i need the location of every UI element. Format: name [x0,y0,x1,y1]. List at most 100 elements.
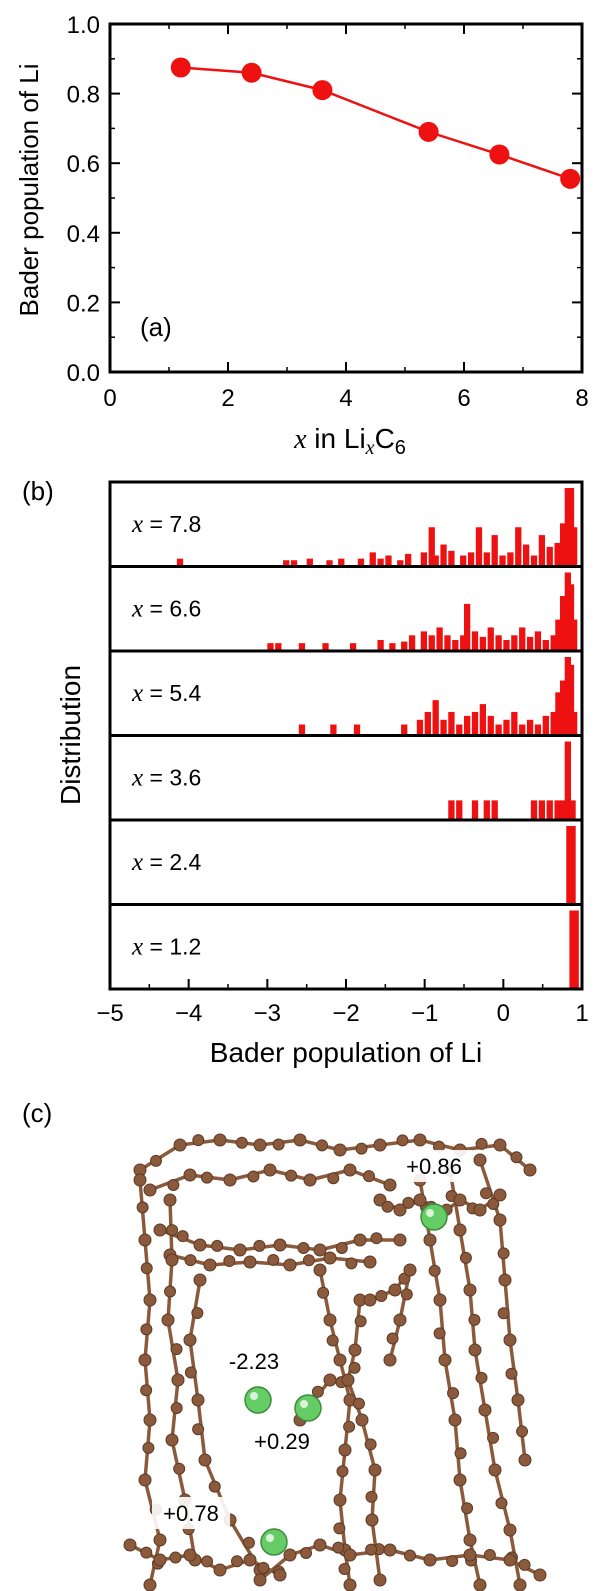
carbon-atom [203,1258,217,1272]
carbon-atom [513,1578,527,1591]
lithium-atom [420,1203,448,1231]
carbon-atom [488,1463,502,1477]
y-tick-label: 0.6 [67,151,100,178]
carbon-atom [283,1258,297,1272]
carbon-atom [487,1431,500,1444]
carbon-atom [368,1463,382,1477]
carbon-atom [468,1343,482,1357]
carbon-atom [510,1151,523,1164]
carbon-atom [191,1393,205,1407]
panel-a-label: (a) [140,312,172,342]
carbon-atom [198,1453,212,1467]
series-label: x = 5.4 [131,680,202,707]
histogram-bar [495,635,502,651]
carbon-atom [343,1578,357,1591]
histogram-row: x = 7.8 [108,480,584,568]
carbon-atom [503,1333,517,1347]
carbon-atom [423,1553,437,1567]
carbon-atom [140,1384,153,1397]
carbon-atom [335,1242,348,1255]
histogram-bar [448,800,455,820]
carbon-atom [363,1255,377,1269]
histogram-bar [479,636,487,651]
data-point [170,57,191,78]
histogram-bar [555,619,562,651]
histogram-bar [405,553,412,567]
histogram-bar [467,552,475,567]
histogram-bar [559,800,567,820]
histogram-bar [432,700,439,736]
carbon-atom [140,1323,153,1336]
carbon-atom [453,1473,467,1487]
carbon-atom [447,1387,460,1400]
carbon-atom [192,1423,205,1436]
x-tick-label: 4 [339,385,352,412]
series-label: x = 1.2 [131,934,201,961]
carbon-atom [454,1447,467,1460]
carbon-atom [165,1253,179,1267]
series-label: x = 2.4 [131,849,202,876]
carbon-atom [169,1551,182,1564]
carbon-atom [393,1233,407,1247]
histogram-bar [487,715,494,736]
carbon-atom [493,1188,507,1202]
carbon-atom [413,1193,427,1207]
histogram-bar [428,635,435,651]
x-tick-label: 1 [575,1000,588,1027]
carbon-atom [193,1273,207,1287]
histogram-bar [464,603,471,651]
histogram-bar [326,560,333,567]
carbon-atom [327,1172,340,1185]
carbon-atom [393,1203,407,1217]
series-label: x = 7.8 [131,511,201,538]
svg-text:+0.29: +0.29 [254,1429,310,1454]
histogram-bar [267,643,274,651]
carbon-atom [267,1253,280,1266]
carbon-atom [386,1332,399,1345]
carbon-atom [400,1288,413,1301]
carbon-atom [497,1307,510,1320]
histogram-bar [507,552,514,567]
panel-b-y-axis-title: Distribution [55,665,86,805]
histogram-bar [338,558,345,567]
carbon-atom [402,1196,415,1209]
carbon-atom [363,1293,377,1307]
histogram-bar [569,826,576,905]
histogram-bar [420,631,428,651]
histogram-bar [570,527,578,567]
carbon-atom [184,1254,197,1267]
histogram-bar [456,800,463,820]
carbon-atom [463,1533,477,1547]
histogram-bar [440,719,447,736]
carbon-atom [211,1239,224,1252]
carbon-atom [383,1178,397,1192]
carbon-atom [463,1283,477,1297]
series-label: x = 3.6 [131,765,201,792]
carbon-atom [487,1197,500,1210]
carbon-atom [355,1142,368,1155]
carbon-atom [483,1548,496,1561]
histogram-bar [530,555,538,567]
carbon-atom [523,1163,537,1177]
carbon-atom [200,1171,213,1184]
carbon-atom [140,1546,153,1559]
carbon-atom [381,1200,394,1213]
carbon-atom [438,1353,452,1367]
histogram-bar [483,800,490,820]
data-point [489,144,510,165]
lithium-atom [244,1386,272,1414]
carbon-atom [473,1578,487,1591]
x-tick-label: 6 [457,385,470,412]
data-point [418,121,439,142]
carbon-atom [253,1573,267,1587]
carbon-atom [273,1568,287,1582]
carbon-atom [247,1170,260,1183]
histogram-bar [283,560,290,567]
carbon-atom [423,1233,437,1247]
histogram-bar [377,558,384,567]
histogram-bar [554,542,561,567]
carbon-atom [453,1223,467,1237]
data-point [241,62,262,83]
panel-a-y-axis-title: Bader population of Li [14,64,44,317]
carbon-atom [341,1373,355,1387]
